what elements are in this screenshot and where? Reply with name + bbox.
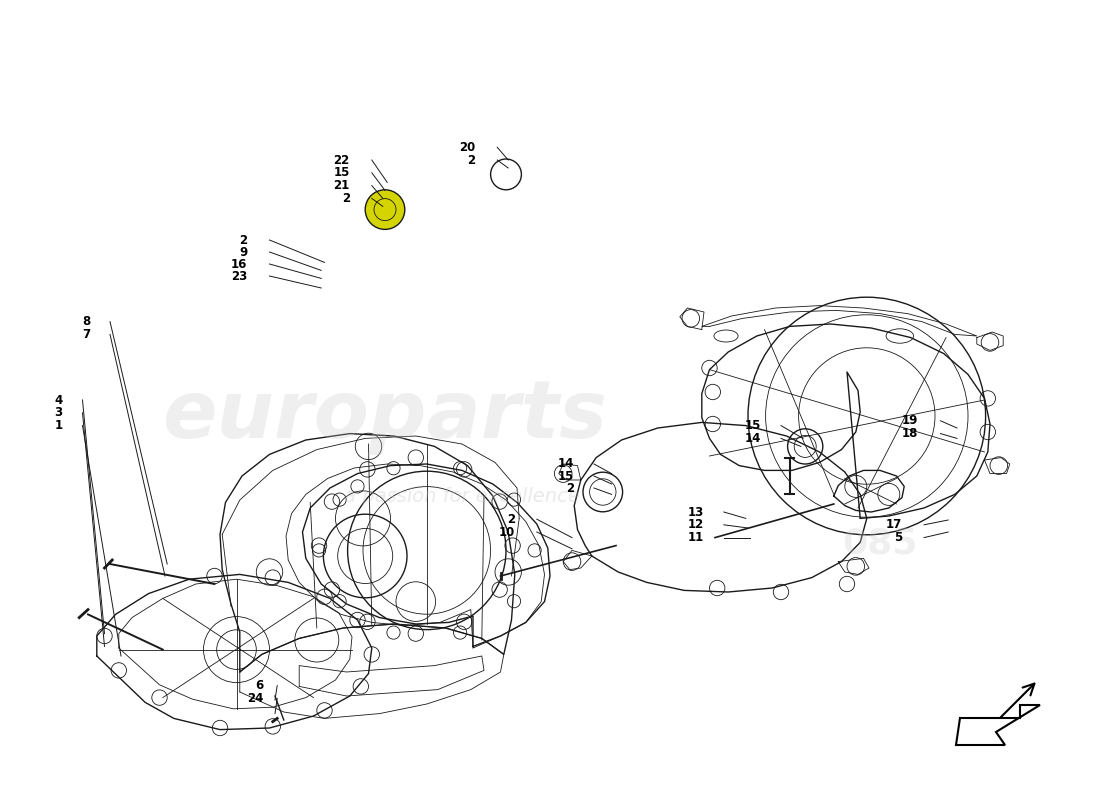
Text: 5: 5: [893, 531, 902, 544]
Text: 085: 085: [843, 527, 917, 561]
Text: 2: 2: [507, 513, 515, 526]
Text: 24: 24: [248, 692, 264, 705]
Text: 3: 3: [55, 406, 63, 419]
Text: 20: 20: [459, 141, 475, 154]
Text: 2: 2: [240, 234, 248, 246]
Text: 2: 2: [566, 482, 574, 494]
Text: 19: 19: [902, 414, 918, 427]
Text: 11: 11: [688, 531, 704, 544]
Text: 15: 15: [745, 419, 761, 432]
Text: 9: 9: [240, 246, 248, 258]
Polygon shape: [956, 705, 1040, 745]
Text: 7: 7: [82, 328, 90, 341]
Text: 22: 22: [333, 154, 350, 166]
Text: a passion for excellence: a passion for excellence: [344, 486, 580, 506]
Text: 18: 18: [902, 427, 918, 440]
Text: 13: 13: [688, 506, 704, 518]
Circle shape: [365, 190, 405, 230]
Text: 8: 8: [81, 315, 90, 328]
Text: 12: 12: [688, 518, 704, 531]
Text: 14: 14: [558, 458, 574, 470]
Text: 21: 21: [333, 179, 350, 192]
Text: 15: 15: [333, 166, 350, 179]
Text: 6: 6: [255, 679, 264, 692]
Text: 10: 10: [498, 526, 515, 538]
Text: 15: 15: [558, 470, 574, 482]
Text: 1: 1: [55, 419, 63, 432]
Text: 2: 2: [468, 154, 475, 166]
Text: europarts: europarts: [163, 377, 607, 455]
Text: 17: 17: [886, 518, 902, 531]
Text: 14: 14: [745, 432, 761, 445]
Text: 2: 2: [342, 192, 350, 205]
Text: 16: 16: [231, 258, 248, 270]
Text: 4: 4: [55, 394, 63, 406]
Text: 23: 23: [231, 270, 248, 282]
